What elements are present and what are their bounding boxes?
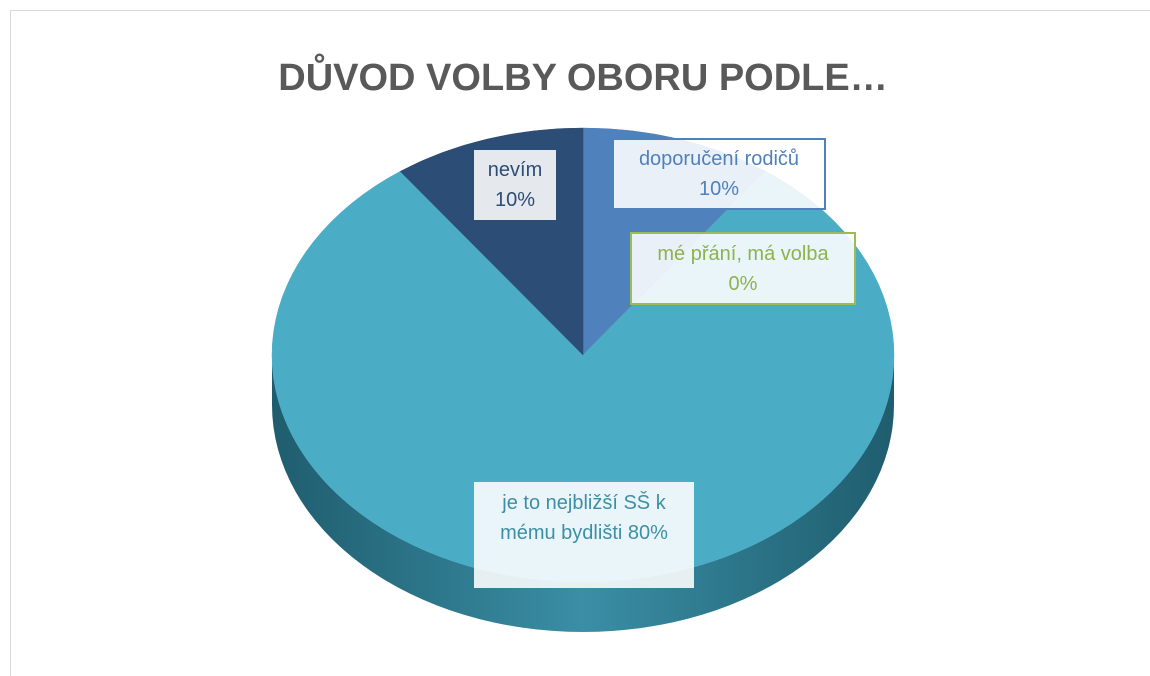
- pie-side: [272, 355, 894, 632]
- label-category: nevím: [487, 159, 543, 181]
- label-category: mé přání, má volba: [657, 242, 829, 265]
- label-value: 10%: [494, 189, 536, 211]
- chart-title: DŮVOD VOLBY OBORU PODLE…: [278, 52, 887, 99]
- label-value: 80%: [627, 522, 668, 544]
- data-label-box: mé přání, má volba 0%: [630, 232, 856, 305]
- data-label: doporučení rodičů 10%: [612, 138, 826, 210]
- label-category: je to nejbližší SŠ k mému bydlišti: [500, 492, 666, 544]
- data-label: nevím 10%: [474, 150, 556, 220]
- data-label-box: nevím 10%: [474, 150, 556, 220]
- data-label-box: doporučení rodičů 10%: [612, 138, 826, 210]
- data-label-box: je to nejbližší SŠ k mému bydlišti 80%: [474, 482, 694, 588]
- label-category: doporučení rodičů: [638, 148, 800, 170]
- data-label: mé přání, má volba 0%: [630, 232, 856, 305]
- data-label: je to nejbližší SŠ k mému bydlišti 80%: [474, 482, 694, 588]
- label-value: 10%: [698, 178, 740, 200]
- label-value: 0%: [728, 272, 758, 295]
